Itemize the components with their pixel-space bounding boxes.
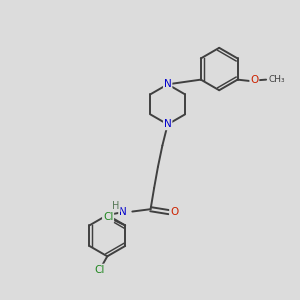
Text: N: N <box>119 207 127 217</box>
Text: N: N <box>164 79 172 89</box>
Text: O: O <box>250 75 259 85</box>
Text: CH₃: CH₃ <box>268 75 285 84</box>
Text: H: H <box>112 201 120 211</box>
Text: N: N <box>164 119 172 129</box>
Text: Cl: Cl <box>95 265 105 275</box>
Text: O: O <box>170 207 178 217</box>
Text: Cl: Cl <box>103 212 113 222</box>
